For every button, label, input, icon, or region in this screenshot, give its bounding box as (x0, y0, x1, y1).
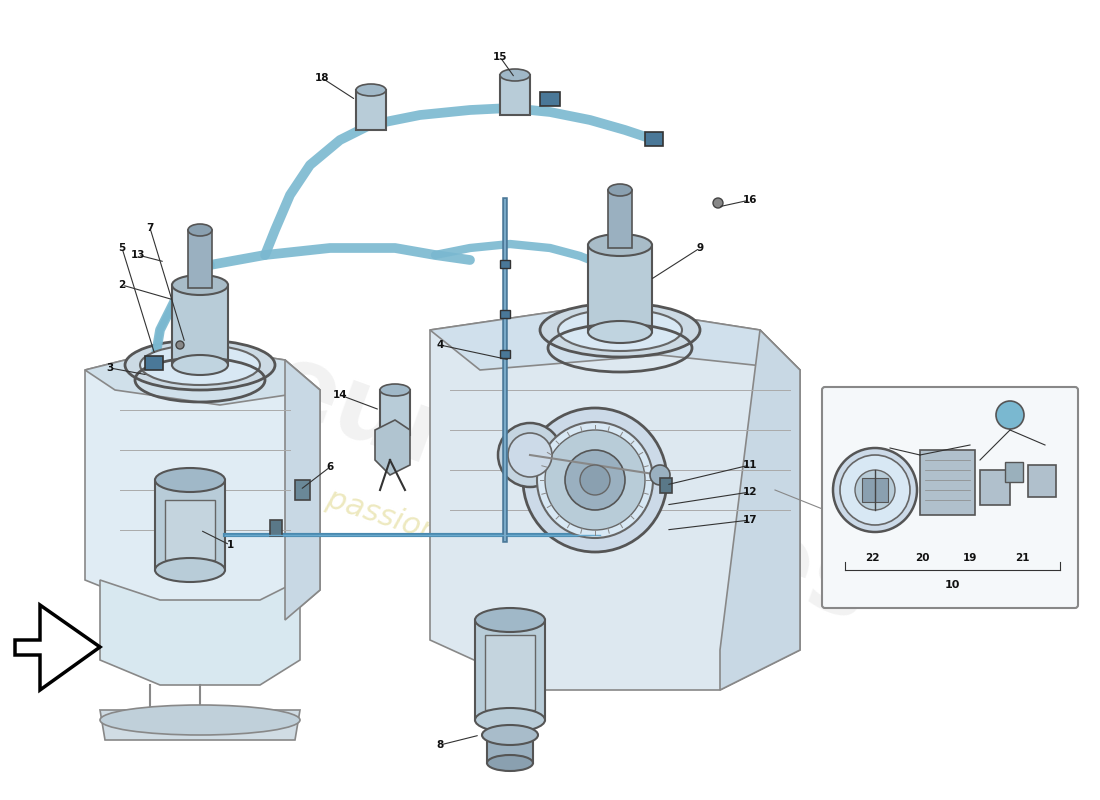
Text: 7: 7 (146, 223, 154, 233)
Bar (487, 735, 534, 763)
Polygon shape (375, 420, 410, 475)
Ellipse shape (140, 345, 260, 385)
Text: 20: 20 (915, 553, 930, 563)
Bar (379, 390, 410, 435)
Ellipse shape (100, 705, 300, 735)
Circle shape (176, 341, 184, 349)
Text: 6: 6 (327, 462, 333, 472)
Bar (475, 620, 544, 720)
Bar (295, 480, 310, 500)
Ellipse shape (356, 84, 386, 96)
Ellipse shape (155, 558, 226, 582)
Bar (500, 310, 510, 318)
Text: 17: 17 (742, 515, 757, 525)
Circle shape (713, 198, 723, 208)
Text: eurospares: eurospares (256, 336, 883, 644)
Circle shape (650, 465, 670, 485)
Bar (270, 520, 282, 536)
Text: 13: 13 (131, 250, 145, 260)
Polygon shape (720, 330, 800, 690)
Bar (485, 635, 535, 710)
Ellipse shape (558, 309, 682, 351)
Bar (588, 245, 652, 332)
Ellipse shape (540, 303, 700, 357)
Ellipse shape (379, 384, 410, 396)
Circle shape (580, 465, 611, 495)
Text: 10: 10 (944, 580, 959, 590)
Ellipse shape (188, 224, 212, 236)
Text: 16: 16 (742, 195, 757, 205)
Circle shape (544, 430, 645, 530)
Bar (155, 480, 226, 570)
Circle shape (840, 455, 910, 525)
Bar (920, 450, 975, 515)
Text: 5: 5 (119, 243, 125, 253)
Text: 4: 4 (437, 340, 443, 350)
Bar (172, 285, 228, 365)
Polygon shape (285, 360, 320, 620)
Circle shape (833, 448, 917, 532)
Circle shape (996, 401, 1024, 429)
Bar (645, 132, 663, 146)
Ellipse shape (475, 608, 544, 632)
Circle shape (508, 433, 552, 477)
Ellipse shape (172, 355, 228, 375)
Ellipse shape (155, 468, 226, 492)
Ellipse shape (588, 234, 652, 256)
Bar (500, 260, 510, 268)
Text: 21: 21 (1014, 553, 1030, 563)
Bar (1028, 465, 1056, 497)
Ellipse shape (482, 725, 538, 745)
Bar (500, 350, 510, 358)
Ellipse shape (475, 708, 544, 732)
Polygon shape (15, 605, 100, 690)
Text: 19: 19 (962, 553, 977, 563)
Ellipse shape (125, 340, 275, 390)
Bar (165, 500, 214, 560)
Text: 12: 12 (742, 487, 757, 497)
Ellipse shape (588, 321, 652, 343)
Text: 15: 15 (493, 52, 507, 62)
Bar (500, 75, 530, 115)
Circle shape (498, 423, 562, 487)
Circle shape (855, 470, 895, 510)
Text: 11: 11 (742, 460, 757, 470)
Bar (356, 90, 386, 130)
Bar (188, 230, 212, 288)
Text: 8: 8 (437, 740, 443, 750)
Polygon shape (100, 580, 300, 685)
Circle shape (522, 408, 667, 552)
Text: 3: 3 (107, 363, 113, 373)
Ellipse shape (608, 184, 632, 196)
Bar (540, 92, 560, 106)
Text: 22: 22 (865, 553, 879, 563)
Bar (1005, 462, 1023, 482)
Text: 1: 1 (227, 540, 233, 550)
Polygon shape (430, 305, 800, 370)
Bar (862, 478, 888, 502)
Bar (608, 190, 632, 248)
Bar (145, 356, 163, 370)
Ellipse shape (500, 69, 530, 81)
Ellipse shape (172, 275, 228, 295)
Text: 14: 14 (332, 390, 348, 400)
Polygon shape (85, 345, 320, 620)
FancyBboxPatch shape (822, 387, 1078, 608)
Polygon shape (85, 345, 320, 405)
Ellipse shape (487, 755, 534, 771)
Circle shape (565, 450, 625, 510)
Text: 2: 2 (119, 280, 125, 290)
Circle shape (537, 422, 653, 538)
Text: 9: 9 (696, 243, 704, 253)
Bar (660, 478, 672, 493)
Polygon shape (430, 305, 800, 690)
Text: 18: 18 (315, 73, 329, 83)
Polygon shape (100, 710, 300, 740)
Bar (980, 470, 1010, 505)
Text: a passion for parts since 1985: a passion for parts since 1985 (296, 475, 744, 645)
